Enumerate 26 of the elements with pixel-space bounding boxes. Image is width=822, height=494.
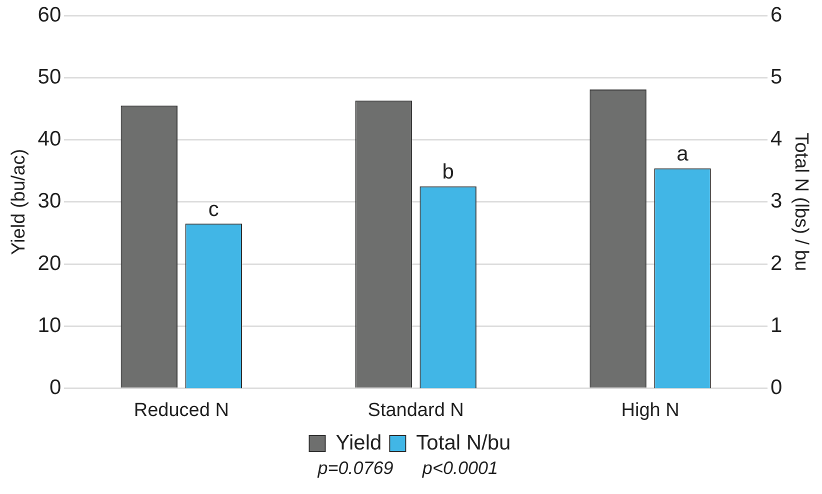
y2-tick-label: 3 (770, 190, 782, 213)
y-axis-title: Yield (bu/ac) (8, 148, 30, 255)
x-tick-label: Reduced N (134, 400, 229, 421)
x-tick-label: High N (621, 400, 680, 421)
y-tick-label: 0 (49, 376, 62, 399)
y2-tick-label: 2 (770, 252, 782, 275)
y2-tick-label: 0 (770, 376, 782, 399)
annotation: b (442, 160, 454, 184)
text: p=0.0769 (316, 458, 394, 478)
y-tick-label: 10 (38, 314, 62, 337)
annotation: a (676, 142, 689, 166)
y2-tick-label: 4 (770, 128, 783, 151)
x-tick-label: Standard N (368, 400, 464, 421)
y2-tick-label: 6 (770, 3, 782, 26)
legend-label: Yield (336, 431, 382, 454)
y-tick-label: 30 (38, 190, 62, 213)
y2-axis-title: Total N (lbs) / bu (790, 132, 812, 272)
text: p<0.0001 (421, 458, 498, 478)
y-tick-label: 20 (38, 252, 62, 275)
y-tick-label: 50 (38, 65, 62, 88)
annotation: c (208, 198, 219, 221)
legend-label: Total N/bu (416, 431, 511, 454)
y2-tick-label: 1 (770, 314, 782, 337)
y-tick-label: 60 (38, 3, 62, 26)
y-tick-label: 40 (38, 128, 62, 151)
y2-tick-label: 5 (770, 65, 782, 88)
